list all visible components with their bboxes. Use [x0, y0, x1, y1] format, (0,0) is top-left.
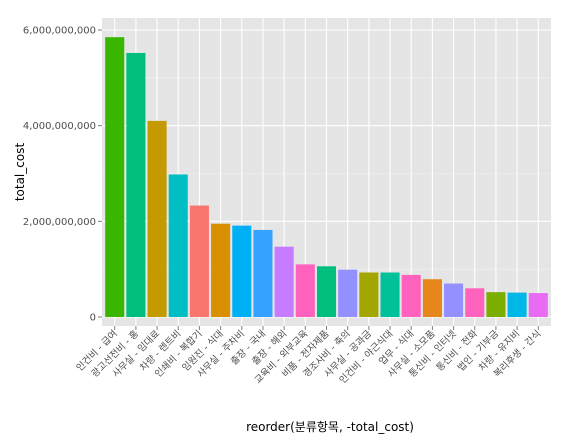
- bar: [232, 225, 252, 317]
- bar: [274, 246, 294, 317]
- bar: [422, 279, 442, 317]
- bar: [189, 205, 209, 317]
- y-tick-label: 4,000,000,000: [23, 121, 96, 132]
- y-axis-title: total_cost: [13, 143, 27, 202]
- bar: [338, 269, 358, 317]
- bar: [211, 223, 231, 317]
- bar: [380, 272, 400, 317]
- bar: [253, 229, 273, 317]
- bar: [105, 37, 125, 318]
- y-tick-label: 6,000,000,000: [23, 26, 96, 37]
- bar: [359, 272, 379, 317]
- bar: [507, 292, 527, 317]
- bar: [528, 293, 548, 317]
- y-axis-ticks: 0 2,000,000,000 4,000,000,000 6,000,000,000: [23, 26, 102, 324]
- bar: [401, 274, 421, 317]
- bar: [444, 283, 464, 317]
- bar: [486, 292, 506, 317]
- x-axis-title: reorder(분류항목, -total_cost): [246, 420, 414, 434]
- bar: [147, 120, 167, 317]
- bar: [465, 288, 485, 317]
- bars: [105, 37, 548, 318]
- bar: [126, 52, 146, 318]
- y-tick-label: 2,000,000,000: [23, 217, 96, 228]
- bar: [316, 266, 337, 317]
- bar: [295, 264, 315, 317]
- y-tick-label: 0: [90, 313, 96, 324]
- bar: [168, 174, 188, 317]
